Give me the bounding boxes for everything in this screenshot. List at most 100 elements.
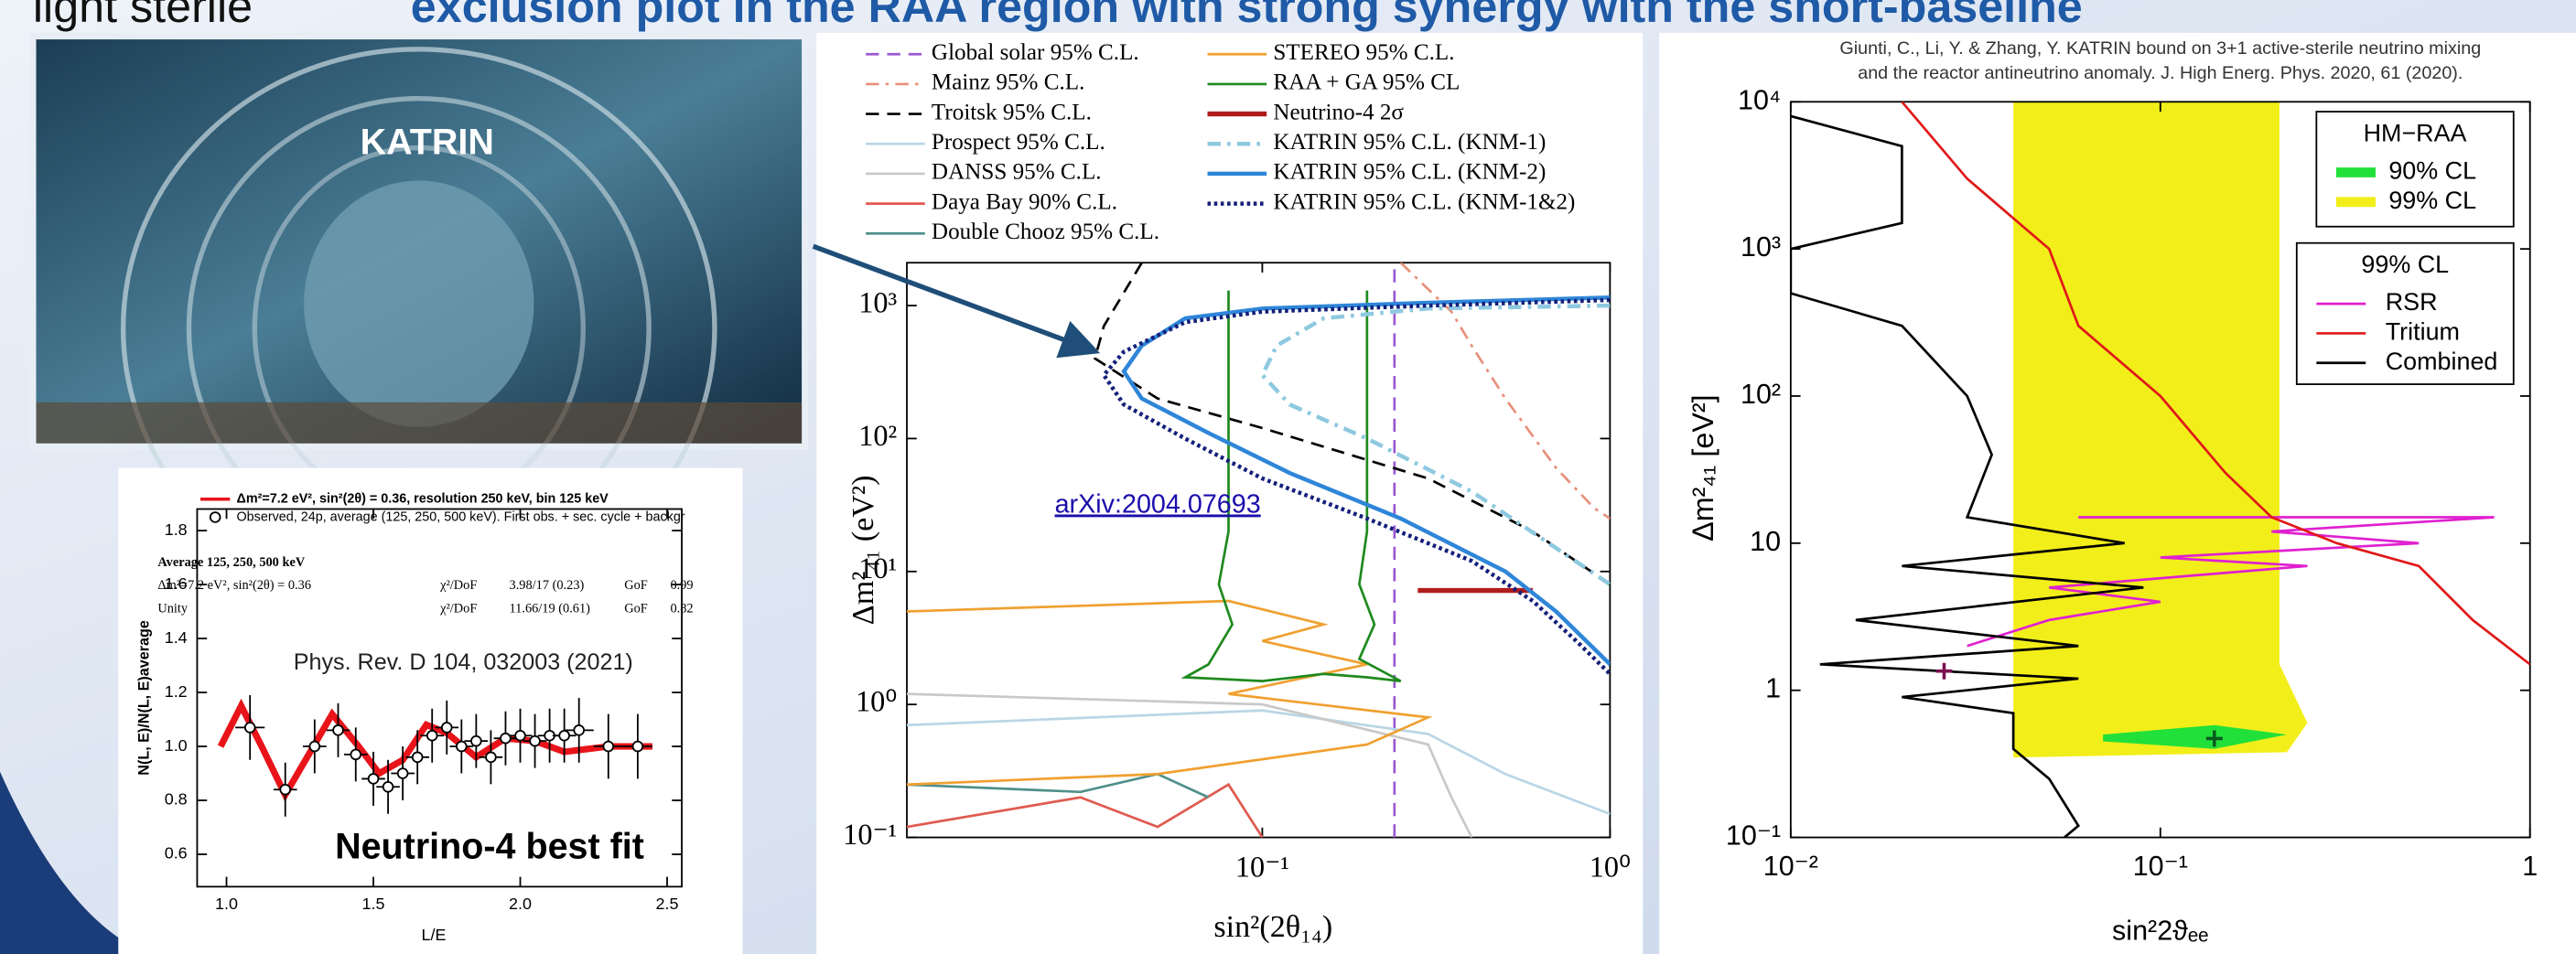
data-point xyxy=(500,732,512,745)
table-cell: χ²/DoF xyxy=(439,578,477,593)
legend-box xyxy=(2295,241,2515,385)
slide-title-right: exclusion plot in the RAA region with st… xyxy=(411,0,2083,32)
annotation: Neutrino-4 best fit xyxy=(335,827,644,867)
y-tick-label: 1.4 xyxy=(165,628,188,647)
data-point xyxy=(350,748,362,761)
y-tick-label: 10⁰ xyxy=(856,685,897,718)
best-fit-marker xyxy=(2205,730,2223,747)
data-point xyxy=(440,722,453,734)
data-point xyxy=(456,740,468,753)
legend-label: Neutrino-4 2σ xyxy=(1273,100,1404,124)
x-tick-label: 1.5 xyxy=(362,895,385,913)
y-tick-label: 10⁻¹ xyxy=(1726,820,1781,852)
table-cell: 11.66/19 (0.61) xyxy=(510,601,591,616)
table-cell: Average 125, 250, 500 keV xyxy=(157,555,305,570)
curve xyxy=(1093,263,1611,586)
y-tick-label: 10² xyxy=(858,419,897,452)
data-point xyxy=(529,734,541,747)
table-cell: Unity xyxy=(157,601,189,616)
citation: Phys. Rev. D 104, 032003 (2021) xyxy=(294,649,633,675)
y-axis-label: N(L, E)/N(L, E)average xyxy=(135,620,152,776)
region xyxy=(2013,102,2308,758)
curve xyxy=(1259,303,1611,586)
legend-label: Tritium xyxy=(2386,318,2460,346)
y-tick-label: 0.8 xyxy=(165,790,188,809)
panel-neutrino4 xyxy=(118,467,743,954)
legend-label: KATRIN 95% C.L. (KNM-1&2) xyxy=(1273,189,1575,214)
y-tick-label: 1.2 xyxy=(165,682,188,701)
plot-frame xyxy=(906,262,1611,839)
data-point xyxy=(308,740,321,753)
y-tick-label: 10¹ xyxy=(858,552,897,584)
y-axis-label: Δm²₄₁ (eV²) xyxy=(846,476,880,626)
data-point xyxy=(332,724,344,736)
curve xyxy=(1901,102,2530,666)
data-point xyxy=(485,751,497,764)
legend-label: Global solar 95% C.L. xyxy=(932,40,1139,65)
legend-label: Troitsk 95% C.L. xyxy=(932,100,1092,124)
curve xyxy=(1967,516,2495,648)
table-cell: 3.98/17 (0.23) xyxy=(510,578,585,593)
y-tick-label: 0.6 xyxy=(165,844,188,863)
plot-area xyxy=(217,695,652,817)
curve xyxy=(1790,114,2144,838)
curve xyxy=(906,782,1264,838)
legend-label: Observed, 24p, average (125, 250, 500 ke… xyxy=(237,509,685,524)
table-cell: GoF xyxy=(624,601,648,616)
photo-vessel xyxy=(304,180,534,427)
curve xyxy=(906,772,1210,799)
photo-floor xyxy=(36,402,803,444)
plot-area xyxy=(1790,102,2530,838)
table-cell: GoF xyxy=(624,578,648,593)
data-point xyxy=(426,729,438,742)
photo-label: KATRIN xyxy=(361,122,494,162)
x-tick-label: 10⁻¹ xyxy=(1235,851,1289,884)
data-point xyxy=(631,740,644,753)
x-tick-label: 10⁰ xyxy=(1590,851,1631,884)
table-cell: 0.99 xyxy=(670,578,693,593)
x-tick-label: 10⁻¹ xyxy=(2133,851,2188,882)
charts: 1.0 1.5 2.0 2.5 0.6 0.8 1.0 1.2 1.4 1.6 1.8 Δm²=7.2… xyxy=(135,38,2538,947)
y-axis-label: Δm²₄₁ [eV²] xyxy=(1687,394,1719,541)
citation: Giunti, C., Li, Y. & Zhang, Y. KATRIN bo… xyxy=(1839,38,2481,59)
data-point xyxy=(243,722,256,734)
x-axis-label: L/E xyxy=(421,926,446,944)
x-tick-label: 1.0 xyxy=(215,895,238,913)
legend-label: RAA + GA 95% CL xyxy=(1273,70,1460,95)
legend-title: 99% CL xyxy=(2361,251,2449,278)
legend-label: KATRIN 95% C.L. (KNM-2) xyxy=(1273,160,1546,185)
data-point xyxy=(470,734,482,747)
y-tick-label: 10³ xyxy=(858,285,897,318)
plot-frame xyxy=(196,508,683,888)
curve xyxy=(1180,290,1402,682)
curve xyxy=(906,692,1473,838)
link[interactable]: arXiv:2004.07693 xyxy=(1055,490,1261,520)
slide-title-left: light sterile xyxy=(33,0,253,32)
data-point xyxy=(573,724,585,736)
data-point xyxy=(396,767,409,779)
legend-label: Daya Bay 90% C.L. xyxy=(932,189,1117,214)
y-tick-label: 10³ xyxy=(1741,231,1781,263)
legend-label: RSR xyxy=(2386,288,2438,316)
plot-area xyxy=(2013,102,2308,758)
table-cell: Δm²=7.2 eV², sin²(2θ) = 0.36 xyxy=(157,578,311,593)
best-fit-marker xyxy=(1935,662,1953,680)
legend-swatch xyxy=(209,511,221,523)
y-tick-label: 1.8 xyxy=(165,520,188,539)
legend-label: DANSS 95% C.L. xyxy=(932,160,1102,185)
legend-label: Prospect 95% C.L. xyxy=(932,130,1105,155)
data-point xyxy=(279,783,292,796)
curve xyxy=(906,599,1433,787)
legend-label: Δm²=7.2 eV², sin²(2θ) = 0.36, resolution… xyxy=(237,492,609,507)
y-tick-label: 1.6 xyxy=(165,574,188,593)
y-tick-label: 10 xyxy=(1750,526,1781,557)
legend-label: Double Chooz 95% C.L. xyxy=(932,220,1159,244)
x-tick-label: 10⁻² xyxy=(1763,851,1818,882)
curve xyxy=(906,709,1611,816)
legend-title: HM−RAA xyxy=(2364,119,2467,146)
data-point xyxy=(411,751,424,764)
table-cell: χ²/DoF xyxy=(439,601,477,616)
y-tick-label: 10² xyxy=(1741,379,1781,410)
x-tick-label: 2.5 xyxy=(656,895,679,913)
